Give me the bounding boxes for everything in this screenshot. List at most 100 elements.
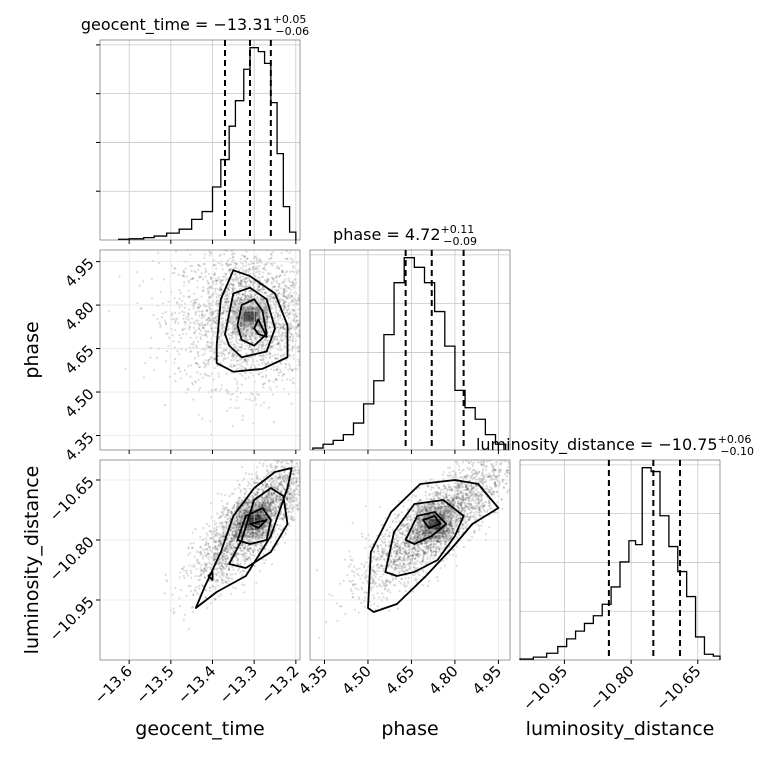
sample-point: [224, 562, 227, 565]
sample-point: [268, 355, 272, 358]
sample-point: [174, 379, 177, 383]
sample-point: [207, 302, 210, 305]
sample-point: [260, 298, 263, 301]
sample-point: [271, 340, 274, 344]
sample-point: [284, 531, 287, 534]
sample-point: [201, 333, 204, 336]
sample-point: [209, 555, 212, 559]
sample-point: [292, 225, 294, 227]
sample-point: [240, 512, 244, 515]
sample-point: [235, 310, 238, 314]
sample-point: [276, 314, 280, 317]
sample-point: [268, 244, 270, 246]
sample-point: [302, 348, 304, 350]
sample-point: [207, 363, 210, 366]
sample-point: [212, 530, 216, 533]
sample-point: [258, 570, 262, 573]
sample-point: [231, 309, 234, 312]
sample-point: [214, 321, 217, 324]
sample-point: [269, 295, 272, 298]
sample-point: [242, 336, 245, 339]
sample-point: [237, 284, 241, 287]
sample-point: [262, 476, 266, 479]
sample-point: [310, 266, 312, 268]
sample-point: [254, 481, 257, 484]
sample-point: [198, 265, 202, 268]
sample-point: [276, 485, 280, 488]
sample-point: [228, 337, 231, 340]
sample-point: [218, 567, 222, 570]
sample-point: [281, 339, 284, 342]
sample-point: [276, 339, 279, 342]
sample-point: [303, 479, 305, 481]
sample-point: [250, 325, 253, 329]
sample-point: [207, 344, 210, 348]
sample-point: [311, 295, 313, 297]
sample-point: [223, 342, 226, 345]
sample-point: [255, 261, 258, 264]
sample-point: [248, 535, 251, 539]
sample-point: [240, 267, 243, 270]
sample-point: [260, 504, 263, 507]
sample-point: [220, 534, 223, 538]
sample-point: [234, 262, 237, 265]
sample-point: [257, 500, 260, 503]
sample-point: [229, 529, 232, 532]
sample-point: [220, 287, 223, 291]
sample-point: [233, 273, 236, 277]
sample-point: [271, 360, 274, 363]
sample-point: [262, 531, 265, 534]
sample-point: [234, 287, 237, 290]
sample-point: [218, 557, 222, 561]
sample-point: [256, 308, 259, 311]
sample-point: [214, 263, 217, 266]
sample-point: [239, 296, 242, 299]
sample-point: [304, 462, 306, 464]
sample-point: [193, 322, 197, 325]
sample-point: [264, 524, 267, 527]
sample-point: [244, 488, 247, 491]
sample-point: [304, 459, 306, 461]
sample-point: [278, 328, 281, 331]
sample-point: [281, 486, 284, 489]
sample-point: [286, 309, 289, 312]
sample-point: [246, 298, 249, 302]
sample-point: [221, 320, 224, 323]
sample-point: [204, 305, 207, 308]
sample-point: [269, 496, 272, 500]
sample-point: [215, 315, 218, 318]
sample-point: [293, 482, 296, 485]
sample-point: [249, 499, 252, 502]
sample-point: [265, 517, 268, 520]
sample-point: [265, 305, 268, 309]
sample-point: [224, 560, 228, 563]
sample-point: [270, 500, 273, 504]
sample-point: [205, 563, 208, 566]
sample-point: [238, 523, 242, 526]
sample-point: [233, 312, 236, 315]
sample-point: [217, 343, 221, 346]
sample-point: [197, 561, 200, 564]
sample-point: [220, 523, 224, 527]
sample-point: [265, 242, 267, 244]
sample-point: [225, 545, 228, 548]
sample-point: [221, 525, 224, 528]
sample-point: [181, 310, 184, 313]
sample-point: [245, 276, 248, 280]
sample-point: [197, 264, 200, 267]
sample-point: [256, 282, 259, 286]
sample-point: [193, 357, 197, 360]
sample-point: [271, 501, 274, 504]
sample-point: [220, 569, 223, 572]
sample-point: [282, 486, 286, 489]
sample-point: [291, 337, 295, 340]
sample-point: [263, 302, 267, 306]
sample-point: [304, 307, 306, 309]
sample-point: [227, 541, 230, 544]
sample-point: [252, 265, 255, 268]
sample-point: [203, 314, 207, 317]
sample-point: [201, 569, 204, 572]
sample-point: [227, 269, 230, 272]
sample-point: [204, 329, 207, 333]
sample-point: [244, 352, 248, 355]
